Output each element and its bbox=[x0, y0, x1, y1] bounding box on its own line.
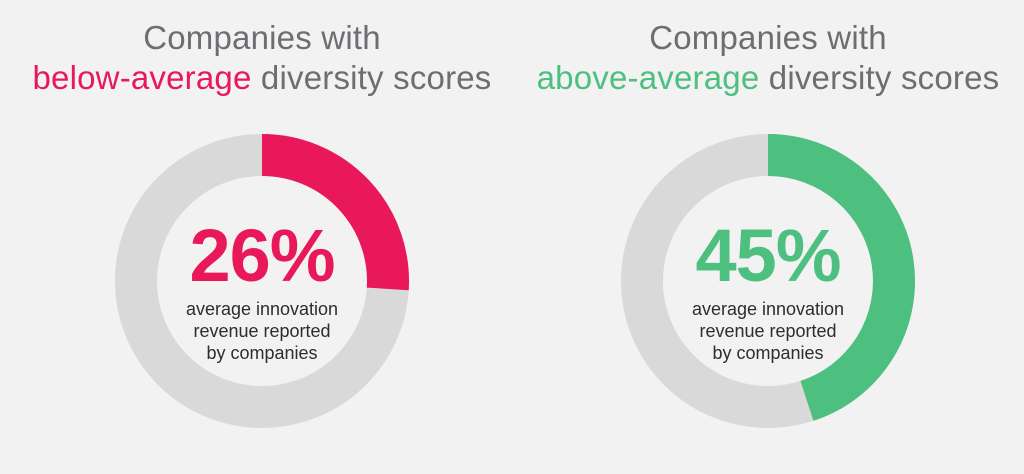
description-line-3: by companies bbox=[206, 343, 318, 363]
title-line-2: below-average diversity scores bbox=[6, 58, 518, 98]
donut-value-arc bbox=[261, 134, 409, 291]
title-line-1: Companies with bbox=[649, 19, 887, 56]
chart-title: Companies with below-average diversity s… bbox=[6, 18, 518, 98]
chart-panel-above-average: Companies with above-average diversity s… bbox=[512, 0, 1024, 474]
title-rest: diversity scores bbox=[768, 59, 1000, 96]
value-description: average innovation revenue reported by c… bbox=[672, 298, 864, 364]
donut-center: 45% average innovation revenue reported … bbox=[672, 218, 864, 364]
description-line-2: revenue reported bbox=[699, 321, 837, 341]
chart-title: Companies with above-average diversity s… bbox=[512, 18, 1024, 98]
description-line-3: by companies bbox=[712, 343, 824, 363]
donut-value-arc bbox=[767, 134, 915, 421]
title-line-1: Companies with bbox=[143, 19, 381, 56]
value-label: 26% bbox=[189, 214, 335, 297]
title-rest: diversity scores bbox=[260, 59, 492, 96]
donut-chart bbox=[115, 134, 409, 428]
chart-panel-below-average: Companies with below-average diversity s… bbox=[6, 0, 518, 474]
donut-center: 26% average innovation revenue reported … bbox=[166, 218, 358, 364]
title-highlight: above-average bbox=[536, 59, 760, 96]
value-label: 45% bbox=[695, 214, 841, 297]
description-line-1: average innovation bbox=[185, 299, 339, 319]
description-line-1: average innovation bbox=[691, 299, 845, 319]
donut-chart bbox=[621, 134, 915, 428]
title-highlight: below-average bbox=[32, 59, 252, 96]
description-line-2: revenue reported bbox=[193, 321, 331, 341]
value-description: average innovation revenue reported by c… bbox=[166, 298, 358, 364]
title-line-2: above-average diversity scores bbox=[512, 58, 1024, 98]
